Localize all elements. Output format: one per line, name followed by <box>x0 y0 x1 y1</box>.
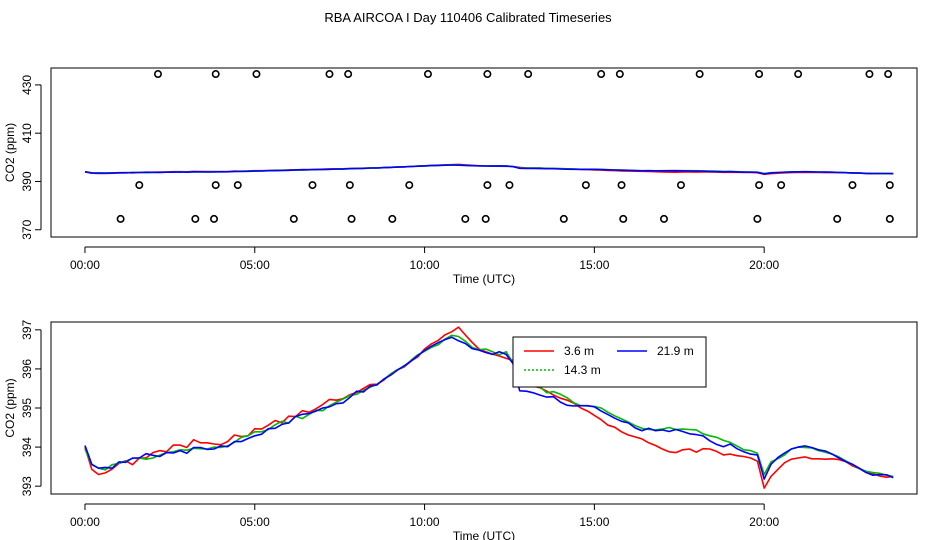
plot-frame <box>50 321 918 495</box>
calibration-point <box>833 214 842 223</box>
calibration-point <box>211 70 220 79</box>
calibration-point <box>619 214 628 223</box>
calibration-point <box>885 214 894 223</box>
y-tick-label: 430 <box>20 75 34 95</box>
calibration-point <box>481 214 490 223</box>
x-tick-label: 20:00 <box>749 515 779 529</box>
calibration-point <box>233 181 242 190</box>
calibration-point <box>153 70 162 79</box>
calibration-point <box>848 181 857 190</box>
calibration-point <box>865 70 874 79</box>
calibration-point <box>325 70 334 79</box>
calibration-point <box>755 181 764 190</box>
calibration-point <box>794 70 803 79</box>
x-tick-label: 10:00 <box>410 515 440 529</box>
calibration-point <box>388 214 397 223</box>
calibration-point <box>252 70 261 79</box>
chart-title: RBA AIRCOA I Day 110406 Calibrated Times… <box>324 10 612 25</box>
calibration-point <box>659 214 668 223</box>
calibration-point <box>344 70 353 79</box>
legend-label: 14.3 m <box>564 363 601 377</box>
y-axis-label: CO2 (ppm) <box>3 123 17 182</box>
calibration-point <box>345 181 354 190</box>
calibration-point <box>505 181 514 190</box>
calibration-point <box>135 181 144 190</box>
calibration-point <box>695 70 704 79</box>
y-tick-label: 395 <box>20 398 34 418</box>
calibration-point <box>116 214 125 223</box>
y-tick-label: 370 <box>20 219 34 239</box>
x-axis-label: Time (UTC) <box>453 272 515 286</box>
calibration-point <box>461 214 470 223</box>
calibration-point <box>524 70 533 79</box>
calibration-point <box>308 181 317 190</box>
x-tick-label: 05:00 <box>240 258 270 272</box>
calibration-point <box>191 214 200 223</box>
calibration-point <box>597 70 606 79</box>
x-tick-label: 10:00 <box>410 258 440 272</box>
x-tick-label: 00:00 <box>70 515 100 529</box>
legend-label: 21.9 m <box>657 344 694 358</box>
calibration-point <box>211 181 220 190</box>
y-tick-label: 394 <box>20 437 34 457</box>
y-axis-label: CO2 (ppm) <box>3 378 17 437</box>
calibration-point <box>753 214 762 223</box>
calibration-point <box>581 181 590 190</box>
plot-frame <box>50 67 918 238</box>
calibration-point <box>777 181 786 190</box>
bottom-panel: 00:00 05:00 10:00 15:00 20:00 Time (UTC) 393 39… <box>3 319 918 540</box>
series-line-21-9-m <box>84 336 894 480</box>
calibration-point <box>617 181 626 190</box>
calibration-point <box>483 181 492 190</box>
x-tick-label: 20:00 <box>749 258 779 272</box>
legend-label: 3.6 m <box>564 344 594 358</box>
calibration-point <box>423 70 432 79</box>
y-tick-label: 410 <box>20 123 34 143</box>
calibration-point <box>405 181 414 190</box>
calibration-point <box>885 181 894 190</box>
calibration-point <box>676 181 685 190</box>
series-line-14-3-m <box>84 334 894 478</box>
y-tick-label: 393 <box>20 476 34 496</box>
calibration-point <box>755 70 764 79</box>
calibration-point <box>615 70 624 79</box>
calibration-point <box>347 214 356 223</box>
x-tick-label: 15:00 <box>579 258 609 272</box>
x-axis-label: Time (UTC) <box>453 529 515 540</box>
x-tick-label: 00:00 <box>70 258 100 272</box>
calibration-point <box>289 214 298 223</box>
x-tick-label: 05:00 <box>240 515 270 529</box>
y-tick-label: 390 <box>20 171 34 191</box>
y-tick-label: 396 <box>20 359 34 379</box>
x-tick-label: 15:00 <box>579 515 609 529</box>
calibration-point <box>483 70 492 79</box>
calibration-point <box>884 70 893 79</box>
legend-box <box>512 336 707 388</box>
calibration-point <box>559 214 568 223</box>
top-panel: 00:00 05:00 10:00 15:00 20:00 Time (UTC) 370 39… <box>3 67 918 286</box>
y-tick-label: 397 <box>20 319 34 339</box>
top-series-line-21-9-m <box>84 164 894 175</box>
calibration-point <box>210 214 219 223</box>
